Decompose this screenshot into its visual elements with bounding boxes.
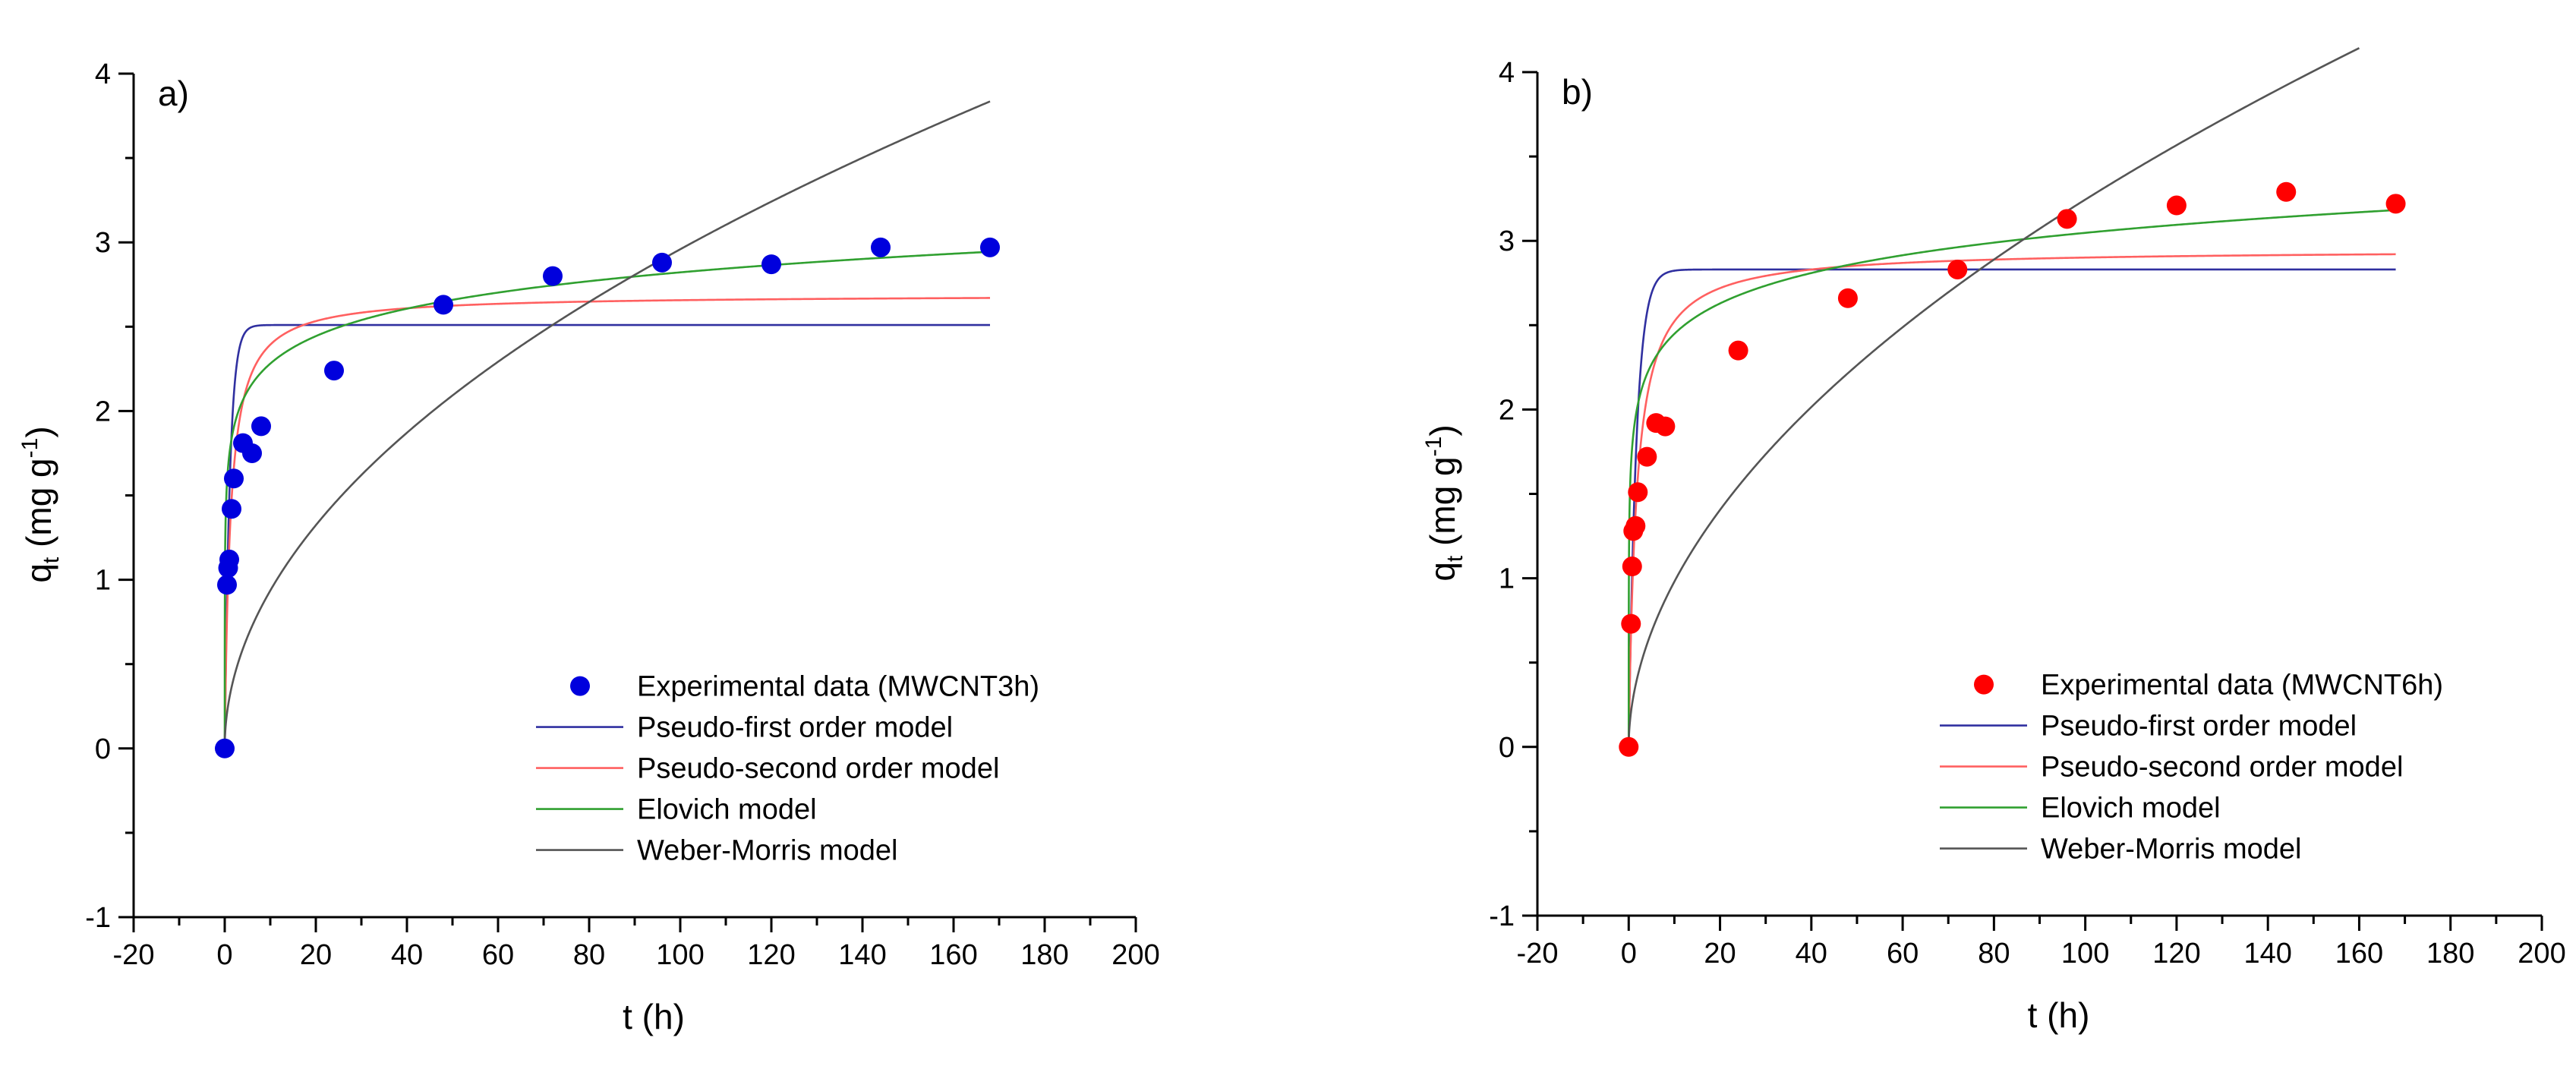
data-point xyxy=(652,252,672,273)
legend: Experimental data (MWCNT6h) Pseudo-first … xyxy=(1940,670,2443,866)
x-tick-label: 180 xyxy=(2426,938,2474,970)
y-tick-label: 2 xyxy=(1499,394,1515,426)
legend-label-elovich: Elovich model xyxy=(637,794,817,826)
data-point xyxy=(1622,557,1642,577)
x-tick-label: 0 xyxy=(1621,938,1637,970)
data-point xyxy=(324,361,344,381)
legend-label-experimental: Experimental data (MWCNT3h) xyxy=(637,671,1039,703)
legend-label-wm: Weber-Morris model xyxy=(2041,834,2301,866)
legend-label-experimental: Experimental data (MWCNT6h) xyxy=(2041,670,2443,702)
y-tick-label: 0 xyxy=(95,733,111,765)
series-line-pso xyxy=(1627,253,2396,747)
x-tick-label: 40 xyxy=(391,939,423,971)
x-tick-label: 160 xyxy=(2335,938,2383,970)
legend-label-elovich: Elovich model xyxy=(2041,793,2221,825)
data-point xyxy=(871,237,891,257)
x-tick-label: 0 xyxy=(216,939,232,971)
x-tick-label: -20 xyxy=(1517,938,1559,970)
data-point xyxy=(242,443,262,463)
data-point xyxy=(2166,195,2187,216)
data-point xyxy=(1655,416,1676,437)
data-point xyxy=(434,295,453,315)
data-point xyxy=(224,468,244,489)
x-axis-title: t (h) xyxy=(623,997,685,1036)
y-tick-label: 4 xyxy=(95,58,111,90)
data-point xyxy=(980,237,1000,257)
data-point xyxy=(217,575,237,595)
data-point xyxy=(1637,446,1657,467)
data-point xyxy=(1728,340,1748,361)
data-point xyxy=(1619,736,1639,757)
y-tick-label: -1 xyxy=(85,902,111,934)
x-tick-label: 140 xyxy=(838,939,886,971)
y-tick-label: 0 xyxy=(1499,732,1515,764)
legend-label-pfo: Pseudo-first order model xyxy=(637,712,953,744)
data-point xyxy=(1628,482,1648,503)
x-tick-label: 140 xyxy=(2243,938,2291,970)
y-axis-title: qt (mg g-1) xyxy=(17,426,64,582)
legend-marker-experimental xyxy=(1974,674,1994,695)
data-point xyxy=(215,738,235,758)
x-tick-label: -20 xyxy=(113,939,155,971)
data-point xyxy=(2057,209,2077,229)
data-point xyxy=(251,416,271,437)
legend-label-wm: Weber-Morris model xyxy=(637,835,897,867)
series-line-pfo xyxy=(223,323,990,749)
x-tick-label: 100 xyxy=(2061,938,2109,970)
data-point xyxy=(219,549,239,569)
legend: Experimental data (MWCNT3h) Pseudo-first … xyxy=(536,671,1039,867)
x-tick-label: 80 xyxy=(573,939,605,971)
x-axis-title: t (h) xyxy=(2028,995,2090,1035)
y-tick-label: 3 xyxy=(95,227,111,259)
legend-label-pfo: Pseudo-first order model xyxy=(2041,711,2357,743)
x-tick-label: 160 xyxy=(929,939,977,971)
series-line-wm xyxy=(1627,47,2360,747)
series-line-elovich xyxy=(223,251,991,749)
data-point xyxy=(222,499,241,519)
legend-marker-experimental xyxy=(570,676,590,696)
data-point xyxy=(761,254,781,275)
panel-label: a) xyxy=(158,74,189,113)
x-tick-label: 40 xyxy=(1796,938,1827,970)
y-axis-title: qt (mg g-1) xyxy=(1421,424,1468,581)
x-tick-label: 80 xyxy=(1978,938,2010,970)
data-point xyxy=(2276,181,2297,202)
panel-label: b) xyxy=(1562,72,1593,112)
y-tick-label: -1 xyxy=(1489,900,1515,932)
y-tick-label: 1 xyxy=(95,565,111,597)
x-tick-label: 20 xyxy=(300,939,332,971)
legend-label-pso: Pseudo-second order model xyxy=(2041,752,2403,784)
x-tick-label: 200 xyxy=(2518,938,2565,970)
series-line-wm xyxy=(223,100,991,749)
series-line-pso xyxy=(223,297,991,749)
data-point xyxy=(1625,516,1646,536)
x-tick-label: 60 xyxy=(1887,938,1919,970)
x-tick-label: 120 xyxy=(747,939,795,971)
y-tick-label: 3 xyxy=(1499,225,1515,257)
chart-panel-b: -20 0 20 40 60 80 100 120 140 160 180 200 -1 0 1 2 3 4 t (… xyxy=(1421,47,2566,1035)
series-line-elovich xyxy=(1627,209,2396,749)
x-tick-label: 120 xyxy=(2152,938,2200,970)
data-point xyxy=(543,266,563,286)
x-tick-label: 60 xyxy=(482,939,514,971)
data-point xyxy=(1837,288,1858,308)
y-tick-label: 1 xyxy=(1499,563,1515,595)
x-tick-label: 180 xyxy=(1020,939,1068,971)
series-line-pfo xyxy=(1627,268,2396,747)
legend-label-pso: Pseudo-second order model xyxy=(637,753,999,785)
x-tick-label: 200 xyxy=(1111,939,1159,971)
y-tick-label: 4 xyxy=(1499,57,1515,89)
x-tick-label: 100 xyxy=(656,939,704,971)
data-point xyxy=(1621,613,1641,634)
data-point xyxy=(1947,259,1968,279)
x-tick-label: 20 xyxy=(1704,938,1736,970)
chart-panel-a: -20 0 20 40 60 80 100 120 140 160 180 200 -1 0 1 2 3 4 t (… xyxy=(17,58,1160,1036)
data-point xyxy=(2385,194,2406,214)
y-tick-label: 2 xyxy=(95,396,111,427)
